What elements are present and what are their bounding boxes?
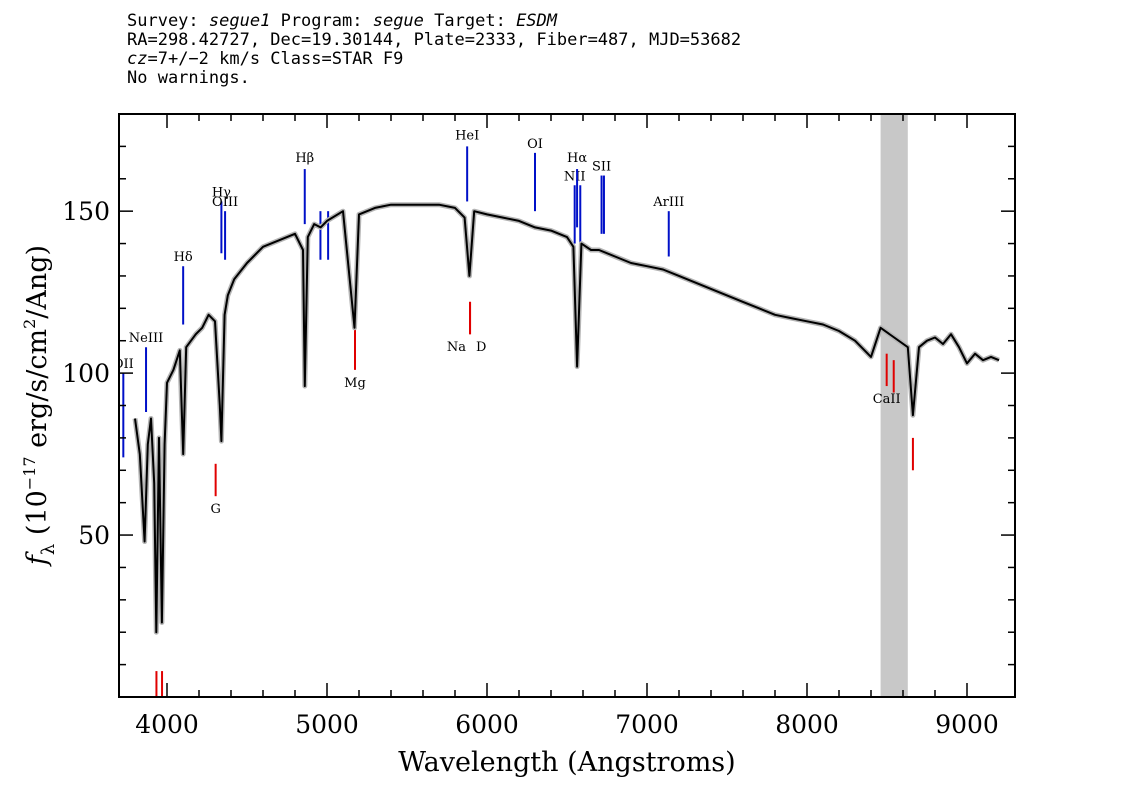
- survey-value: segue1: [208, 11, 271, 31]
- emission-label-10: NII: [564, 169, 586, 184]
- emission-label-5: Hβ: [295, 151, 314, 166]
- y-tick-label-150: 150: [62, 197, 110, 226]
- absorption-label-2: G: [210, 502, 220, 517]
- spectrum-error-band: [132, 202, 1000, 635]
- x-tick-label-9000: 9000: [935, 710, 999, 739]
- spectrum-series: [132, 202, 1000, 635]
- target-value: ESDM: [516, 11, 558, 31]
- emission-label-4: OIII: [212, 195, 238, 210]
- emission-label-1: NeIII: [129, 331, 163, 346]
- cz-label: cz: [127, 49, 148, 69]
- header-line-redshift: cz=7+/−2 km/s Class=STAR F9: [127, 50, 1027, 69]
- absorption-label-6: CaII: [873, 392, 901, 407]
- program-label: Program:: [280, 11, 363, 31]
- masked-band: [880, 114, 908, 697]
- redshift-class: =7+/−2 km/s Class=STAR F9: [147, 49, 404, 69]
- y-axis-title: fλ (10−17 erg/s/cm2/Ang): [20, 245, 59, 567]
- survey-label: Survey:: [127, 11, 199, 31]
- header-line-coordinates: RA=298.42727, Dec=19.30144, Plate=2333, …: [127, 30, 742, 50]
- emission-label-8: HeI: [455, 128, 479, 143]
- y-tick-label-50: 50: [78, 521, 110, 550]
- masked-region: [880, 114, 908, 697]
- absorption-label-4: Na: [447, 340, 466, 355]
- emission-label-15: ArIII: [652, 195, 684, 210]
- absorption-label-5: D: [476, 340, 486, 355]
- x-tick-label-7000: 7000: [615, 710, 679, 739]
- program-value: segue: [372, 11, 424, 31]
- target-label: Target:: [434, 11, 506, 31]
- header-line-warnings: No warnings.: [127, 68, 250, 88]
- x-tick-label-6000: 6000: [455, 710, 519, 739]
- x-tick-label-5000: 5000: [295, 710, 359, 739]
- header-line-survey: Survey: segue1 Program: segue Target: ES…: [127, 12, 1027, 31]
- emission-label-11: Hα: [567, 151, 587, 166]
- axis-ticks: [119, 114, 1015, 697]
- emission-label-2: Hδ: [174, 250, 193, 265]
- x-tick-label-8000: 8000: [775, 710, 839, 739]
- emission-label-0: OII: [113, 357, 134, 372]
- spectrum-line: [134, 203, 1000, 634]
- absorption-label-3: Mg: [344, 376, 366, 391]
- emission-label-13: SII: [592, 160, 611, 175]
- emission-label-9: OI: [527, 137, 543, 152]
- axis-tick-labels: 4000 5000 6000 7000 8000 9000 50 100 150: [62, 197, 999, 739]
- y-tick-label-100: 100: [62, 359, 110, 388]
- emission-label-3: Hγ: [212, 185, 231, 200]
- x-axis-title: Wavelength (Angstroms): [398, 747, 735, 778]
- x-tick-label-4000: 4000: [135, 710, 199, 739]
- spectrum-header: Survey: segue1 Program: segue Target: ES…: [127, 12, 1027, 88]
